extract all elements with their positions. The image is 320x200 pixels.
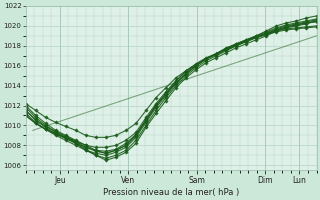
X-axis label: Pression niveau de la mer( hPa ): Pression niveau de la mer( hPa ) — [103, 188, 239, 197]
